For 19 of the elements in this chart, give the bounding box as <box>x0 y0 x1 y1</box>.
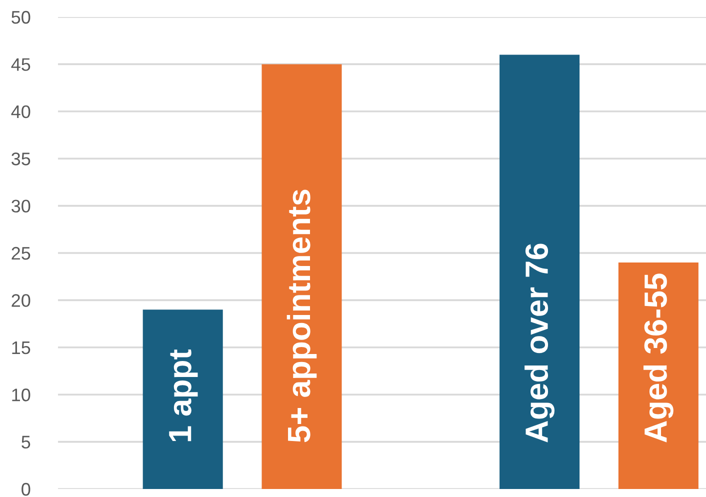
x-tick-label: 5+ appointments <box>286 190 317 442</box>
y-tick-label: 0 <box>22 482 30 496</box>
x-tick-label: Aged 36-55 <box>643 274 674 442</box>
bar <box>618 262 698 489</box>
x-tick-label: 1 appt <box>169 349 198 442</box>
y-tick-label: 25 <box>12 246 30 260</box>
y-tick-label: 5 <box>22 436 30 449</box>
bar <box>142 310 223 489</box>
y-tick-label: 20 <box>12 294 30 307</box>
x-tick-label: Aged over 76 <box>524 244 554 442</box>
y-tick-label: 10 <box>12 388 30 402</box>
y-tick-label: 15 <box>12 342 30 354</box>
y-tick-label: 50 <box>12 10 30 24</box>
y-tick-label: 30 <box>12 200 30 213</box>
y-tick-label: 45 <box>11 58 30 71</box>
y-tick-label: 40 <box>11 105 30 118</box>
y-tick-label: 35 <box>12 152 30 166</box>
bar <box>500 54 580 489</box>
bar <box>262 64 342 489</box>
